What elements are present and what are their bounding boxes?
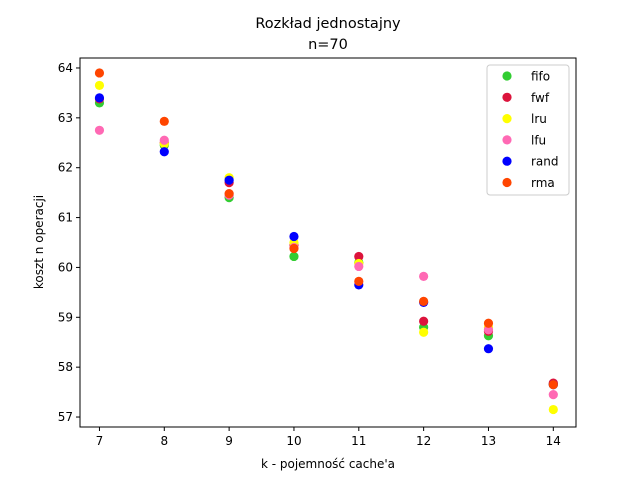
legend-marker-fwf <box>502 92 512 102</box>
point-lru <box>548 404 558 415</box>
point-fwf <box>419 316 429 326</box>
plot-area-frame <box>79 57 577 428</box>
point-lfu <box>159 135 169 145</box>
point-lfu <box>548 389 558 400</box>
legend-label-rand: rand <box>531 155 559 169</box>
x-tick-label: 14 <box>546 434 561 448</box>
point-fifo <box>289 251 299 262</box>
chart-title: Rozkład jednostajny <box>255 16 401 32</box>
point-rand <box>483 344 494 354</box>
legend-marker-rma <box>502 177 512 188</box>
legend-marker-fifo <box>502 71 512 81</box>
y-tick-label: 60 <box>58 260 73 274</box>
x-axis-label: k - pojemność cache'a <box>261 457 395 471</box>
point-lfu <box>483 325 494 335</box>
y-tick-label: 63 <box>58 111 73 125</box>
point-rma <box>548 380 558 390</box>
point-lru <box>419 327 429 337</box>
legend-label-rma: rma <box>531 176 555 190</box>
y-axis-label: koszt n operacji <box>32 195 46 289</box>
legend-marker-lru <box>502 114 512 124</box>
point-rand <box>289 231 299 242</box>
point-fwf <box>354 251 364 262</box>
y-tick-label: 62 <box>58 161 73 175</box>
point-lfu <box>94 125 105 135</box>
y-tick-label: 57 <box>58 410 73 424</box>
point-rma <box>419 296 429 306</box>
data-points <box>94 68 558 415</box>
x-tick-label: 12 <box>416 434 431 448</box>
axis-ticks: 7 8 9 10 11 12 13 14 57 58 59 60 61 62 63 64 <box>58 61 561 448</box>
y-tick-label: 58 <box>58 360 73 374</box>
point-lfu <box>354 261 364 272</box>
point-rma <box>159 116 169 126</box>
point-rma <box>289 243 299 254</box>
point-rma <box>94 68 105 78</box>
legend-marker-lfu <box>502 135 512 145</box>
x-tick-label: 11 <box>351 434 366 448</box>
point-lru <box>94 80 105 91</box>
point-rma <box>354 276 364 286</box>
point-rand <box>159 147 169 157</box>
x-tick-label: 8 <box>160 434 168 448</box>
x-tick-label: 10 <box>286 434 301 448</box>
legend: fifo fwf lru lfu rand rma <box>486 64 570 196</box>
x-tick-label: 9 <box>225 434 233 448</box>
point-rma <box>224 189 234 199</box>
x-tick-label: 7 <box>96 434 104 448</box>
point-rma <box>483 318 494 328</box>
point-rand <box>224 175 234 185</box>
legend-label-fifo: fifo <box>531 70 550 84</box>
legend-label-fwf: fwf <box>531 91 550 105</box>
legend-box <box>486 64 570 196</box>
chart-subtitle: n=70 <box>308 37 348 53</box>
x-tick-label: 13 <box>481 434 496 448</box>
y-tick-label: 61 <box>58 211 73 225</box>
point-lfu <box>419 271 429 282</box>
legend-marker-rand <box>502 156 512 166</box>
y-tick-label: 59 <box>58 310 73 324</box>
legend-label-lru: lru <box>531 112 547 126</box>
point-rand <box>94 93 105 103</box>
y-tick-label: 64 <box>58 61 73 75</box>
legend-label-lfu: lfu <box>531 133 546 147</box>
